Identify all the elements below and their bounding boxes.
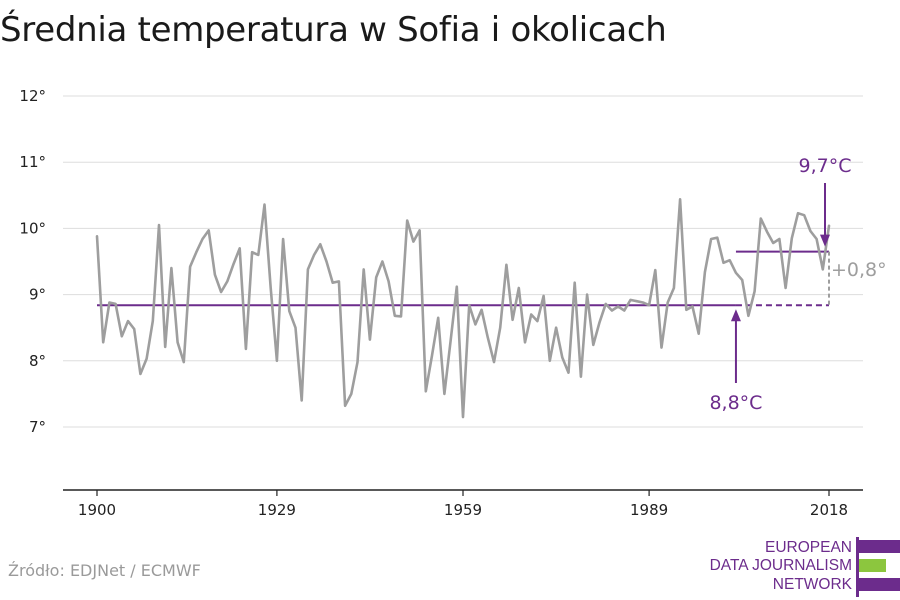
- baseline-label: 8,8°C: [709, 392, 762, 414]
- logo-bar-top: [859, 540, 900, 553]
- grid-layer: [63, 95, 863, 428]
- y-tick-label-11: 11°: [19, 153, 46, 171]
- logo-bar-bottom: [859, 578, 900, 591]
- y-tick-label-7: 7°: [29, 418, 46, 436]
- x-tick-label-1900: 1900: [78, 501, 116, 519]
- recent-label: 9,7°C: [799, 155, 852, 177]
- x-axis: 1900 1929 1959 1989 2018: [63, 489, 863, 519]
- y-tick-label-10: 10°: [19, 219, 46, 237]
- x-tick-label-1929: 1929: [258, 501, 296, 519]
- series-line-0: [95, 198, 831, 419]
- x-tick-label-1959: 1959: [444, 501, 482, 519]
- annotations: 8,8°C 9,7°C +0,8°: [709, 155, 886, 414]
- logo-vertical-bar: [856, 537, 859, 597]
- recent-arrow-head: [820, 234, 830, 247]
- y-axis-labels: 7° 8° 9° 10° 11° 12°: [19, 87, 46, 436]
- baseline-arrow-head: [730, 309, 741, 322]
- y-tick-label-9: 9°: [29, 286, 46, 304]
- edjnet-logo: EUROPEAN DATA JOURNALISM NETWORK: [660, 537, 900, 597]
- logo-bar-middle: [859, 559, 886, 572]
- series-layer: [95, 198, 831, 419]
- logo-line-data-journalism: DATA JOURNALISM: [709, 557, 852, 574]
- x-tick-label-1989: 1989: [630, 501, 668, 519]
- source-note: Źródło: EDJNet / ECMWF: [8, 561, 201, 580]
- reference-lines: [97, 250, 830, 307]
- logo-line-european: EUROPEAN: [765, 539, 852, 556]
- y-tick-label-8: 8°: [29, 352, 46, 370]
- logo-line-network: NETWORK: [772, 576, 852, 593]
- y-tick-label-12: 12°: [19, 87, 46, 105]
- chart-title: Średnia temperatura w Sofia i okolicach: [0, 10, 667, 50]
- x-tick-label-2018: 2018: [810, 501, 848, 519]
- delta-label: +0,8°: [831, 259, 887, 281]
